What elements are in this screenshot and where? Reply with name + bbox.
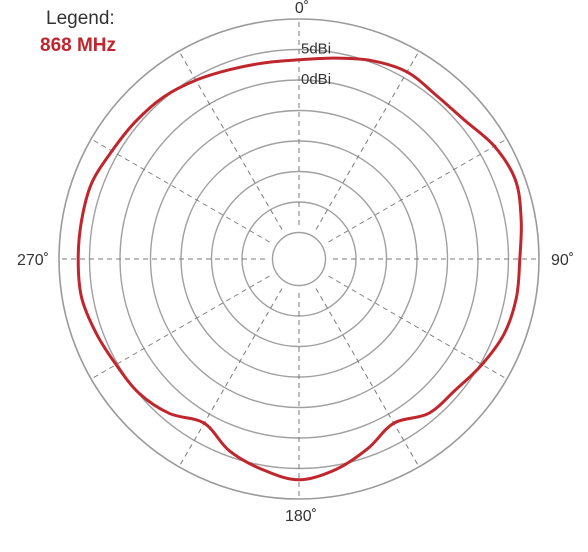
legend-series-label: 868 MHz <box>40 35 117 56</box>
grid-ring <box>149 109 449 409</box>
grid-spoke <box>315 288 420 468</box>
outer-ring <box>58 18 540 500</box>
grid-rings <box>58 18 540 500</box>
grid-ring <box>271 231 327 287</box>
grid-spoke <box>90 138 270 243</box>
angle-tick-label: 180˚ <box>285 508 317 525</box>
grid-ring <box>210 170 388 348</box>
grid-spoke <box>328 275 508 380</box>
legend-title: Legend: <box>46 8 115 29</box>
series-layer <box>76 56 523 482</box>
grid-spoke <box>90 275 270 380</box>
ring-label: 5dBi <box>301 41 331 58</box>
grid-spoke <box>315 50 420 230</box>
grid-spoke <box>178 50 283 230</box>
ring-labels: 5dBi 0dBi <box>301 41 331 89</box>
series-line-0 <box>76 56 523 482</box>
angle-ticks: 0˚ 90˚ 180˚ 270˚ <box>17 0 574 525</box>
ring-label: 0dBi <box>301 71 331 88</box>
grid-ring <box>241 201 357 317</box>
grid-spoke <box>178 288 283 468</box>
angle-tick-label: 90˚ <box>551 252 574 269</box>
angle-tick-label: 270˚ <box>17 252 49 269</box>
grid-spoke <box>328 138 508 243</box>
angle-tick-label: 0˚ <box>295 0 309 17</box>
grid-spokes <box>59 19 539 499</box>
